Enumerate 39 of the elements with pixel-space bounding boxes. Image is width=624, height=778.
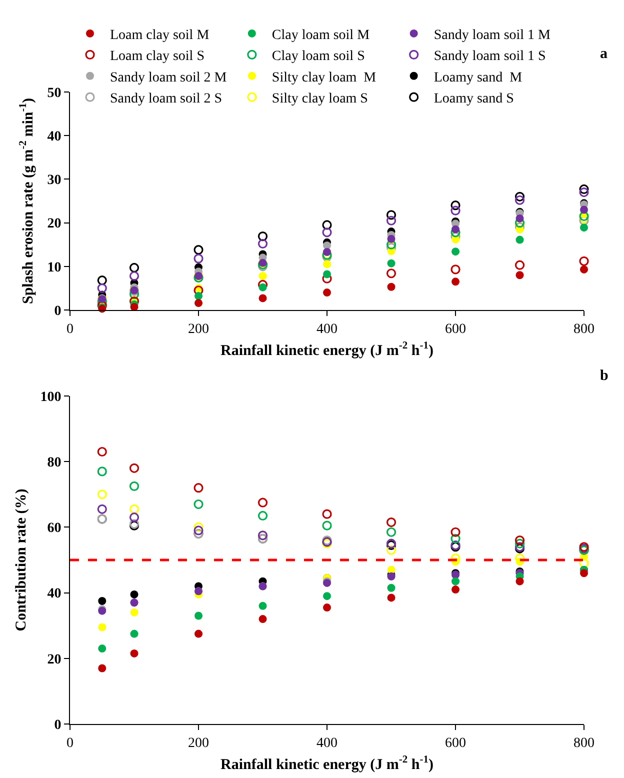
legend-label: Silty clay loam M [272, 70, 377, 86]
x-tick-label: 200 [188, 736, 209, 751]
legend-label: Sandy loam soil 1 M [434, 28, 552, 43]
y-tick-label: 60 [47, 521, 62, 536]
x-tick-label: 600 [445, 736, 466, 751]
y-tick-label: 20 [47, 652, 62, 668]
text: a [600, 46, 608, 62]
x-tick-label: 200 [188, 322, 209, 337]
x-tick-label: 800 [574, 736, 594, 751]
y-tick-label: 0 [54, 718, 62, 733]
y-tick-label: 50 [47, 86, 62, 101]
legend-label: Silty clay loam S [272, 92, 368, 107]
x-tick-label: 0 [66, 322, 74, 337]
legend-label: Clay loam soil M [272, 28, 370, 43]
legend-label: Loamy sand M [434, 70, 523, 86]
legend-label: Loam clay soil S [110, 49, 204, 64]
x-tick-label: 400 [316, 736, 338, 751]
y-tick-label: 40 [47, 130, 62, 144]
legend-label: Loamy sand S [434, 92, 514, 107]
legend-label: Sandy loam soil 2 S [110, 92, 222, 107]
legend-label: Loam clay soil M [110, 28, 210, 43]
legend-label: Clay loam soil S [272, 49, 365, 64]
x-axis-title: Rainfall kinetic energy (J m$^{-2}$ h$^{-1}$) [220, 754, 434, 773]
y-tick-label: 10 [47, 260, 62, 276]
y-tick-label: 20 [47, 216, 62, 232]
y-tick-label: 40 [47, 586, 62, 602]
text: b [600, 368, 608, 384]
y-tick-label: 80 [47, 456, 62, 470]
x-tick-label: 800 [574, 322, 594, 337]
y-tick-label: 100 [40, 390, 62, 405]
y-tick-label: 30 [47, 173, 62, 188]
x-tick-label: 600 [445, 322, 466, 337]
x-axis-title: Rainfall kinetic energy (J m$^{-2}$ h$^{-1}$) [220, 340, 434, 359]
y-tick-label: 0 [54, 304, 62, 319]
x-tick-label: 400 [316, 322, 338, 337]
x-tick-label: 0 [66, 736, 74, 751]
legend-label: Sandy loam soil 1 S [434, 49, 546, 64]
legend-label: Sandy loam soil 2 M [110, 70, 228, 86]
y-axis-title: Contribution rate (%) [13, 488, 30, 632]
